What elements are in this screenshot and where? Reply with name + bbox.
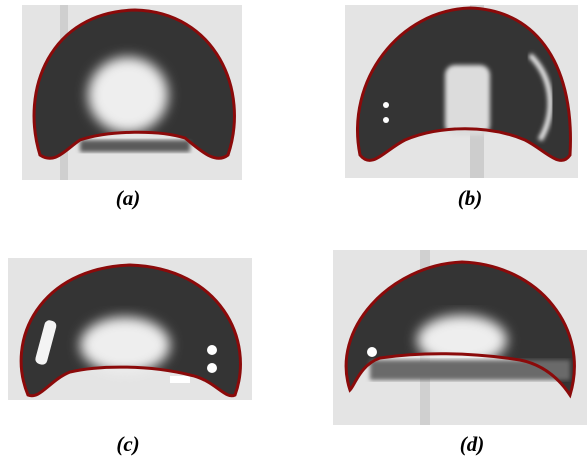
figure: (a) (b) (c) (d) xyxy=(0,0,587,460)
panel-d: (d) xyxy=(333,250,587,456)
panel-label: (b) xyxy=(458,186,483,210)
droplet-highlight xyxy=(80,317,170,373)
panel-label: (c) xyxy=(116,432,139,456)
panel-b: (b) xyxy=(345,5,578,210)
reflection-dot xyxy=(383,117,389,123)
panel-a: (a) xyxy=(22,5,242,210)
reflection-dot xyxy=(367,347,377,357)
reflection-dot xyxy=(207,363,217,373)
panel-label: (d) xyxy=(460,432,485,456)
reflection-dot xyxy=(207,345,217,355)
reflection-dot xyxy=(383,102,389,108)
panel-c: (c) xyxy=(8,258,252,456)
panel-label: (a) xyxy=(116,186,141,210)
droplet-base xyxy=(80,140,190,152)
droplet-highlight xyxy=(88,57,168,133)
droplet-highlight xyxy=(445,65,490,135)
reflection xyxy=(170,376,190,383)
droplet-base xyxy=(370,360,570,380)
